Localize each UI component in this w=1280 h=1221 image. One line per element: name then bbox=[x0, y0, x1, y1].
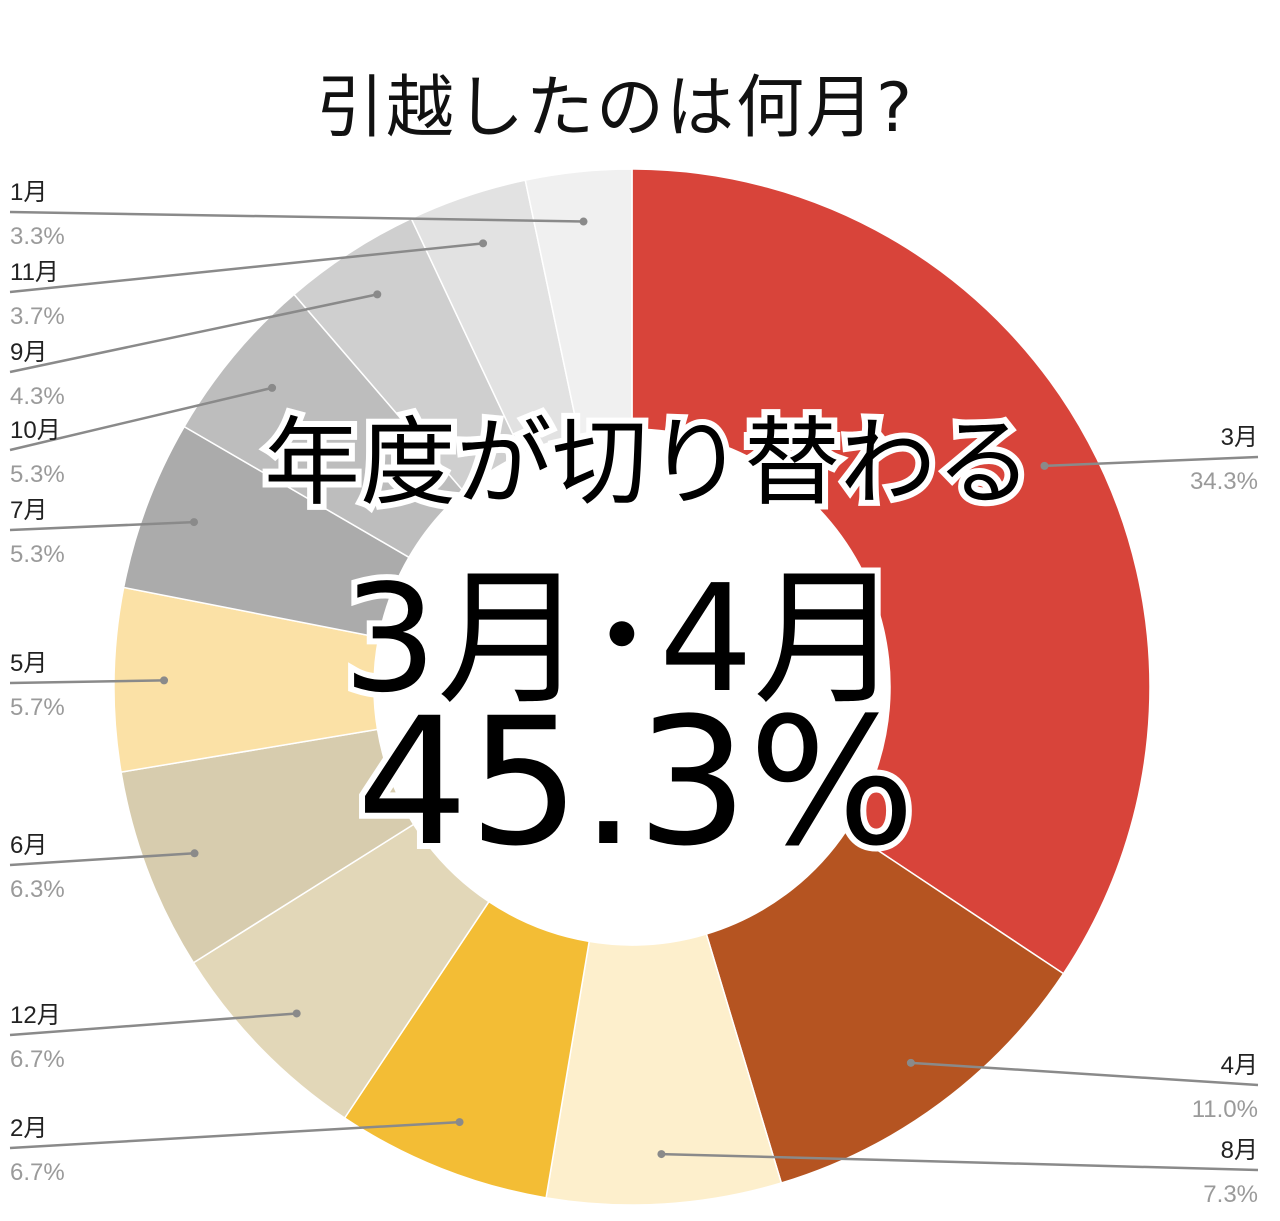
leader-dot-4月 bbox=[906, 1058, 915, 1067]
leader-line-7月 bbox=[9, 520, 195, 532]
label-category-11月: 11月 bbox=[10, 259, 59, 286]
leader-dot-2月 bbox=[455, 1118, 464, 1127]
label-percent-6月: 6.3% bbox=[10, 876, 65, 903]
slice-4月 bbox=[705, 828, 1065, 1184]
label-percent-2月: 6.7% bbox=[10, 1159, 65, 1186]
leader-line-3月 bbox=[1044, 455, 1259, 468]
chart-slices bbox=[113, 168, 1151, 1206]
leader-line-4月 bbox=[910, 1061, 1259, 1087]
leader-dot-7月 bbox=[190, 518, 199, 527]
label-category-10月: 10月 bbox=[10, 417, 61, 444]
leader-line-12月 bbox=[9, 1012, 297, 1037]
label-category-1月: 1月 bbox=[10, 179, 47, 206]
label-percent-7月: 5.3% bbox=[10, 541, 65, 568]
leader-dot-11月 bbox=[479, 239, 488, 248]
label-category-7月: 7月 bbox=[10, 497, 47, 524]
label-percent-1月: 3.3% bbox=[10, 223, 65, 250]
label-percent-9月: 4.3% bbox=[10, 383, 65, 410]
leader-line-11月 bbox=[9, 242, 484, 294]
callout-percentage: 45.3% bbox=[350, 674, 921, 891]
label-category-4月: 4月 bbox=[1221, 1052, 1258, 1079]
leader-dot-5月 bbox=[160, 676, 169, 685]
chart-leader-lines bbox=[9, 210, 1259, 1172]
label-percent-5月: 5.7% bbox=[10, 694, 65, 721]
label-category-3月: 3月 bbox=[1221, 424, 1258, 451]
label-percent-4月: 11.0% bbox=[1192, 1096, 1258, 1123]
leader-dot-6月 bbox=[190, 849, 199, 858]
leader-dot-12月 bbox=[292, 1009, 301, 1018]
callout-heading: 年度が切り替わる bbox=[258, 401, 1038, 525]
chart-title: 引越したのは何月? bbox=[315, 69, 915, 148]
leader-line-9月 bbox=[9, 293, 378, 374]
leader-dot-10月 bbox=[268, 383, 277, 392]
leader-line-1月 bbox=[9, 210, 584, 223]
slice-1月 bbox=[524, 168, 633, 436]
label-percent-3月: 34.3% bbox=[1190, 468, 1258, 495]
leader-dot-9月 bbox=[373, 290, 382, 299]
leader-dot-1月 bbox=[579, 217, 588, 226]
label-category-6月: 6月 bbox=[10, 832, 47, 859]
label-category-2月: 2月 bbox=[10, 1115, 47, 1142]
label-category-9月: 9月 bbox=[10, 339, 47, 366]
leader-line-10月 bbox=[9, 386, 273, 452]
label-category-8月: 8月 bbox=[1221, 1137, 1258, 1164]
label-percent-8月: 7.3% bbox=[1203, 1181, 1258, 1208]
leader-line-5月 bbox=[9, 679, 165, 685]
label-percent-10月: 5.3% bbox=[10, 461, 65, 488]
callout-months: 3月･4月 bbox=[337, 547, 907, 731]
label-category-12月: 12月 bbox=[10, 1002, 61, 1029]
leader-line-6月 bbox=[9, 852, 195, 867]
label-percent-11月: 3.7% bbox=[10, 303, 65, 330]
leader-dot-8月 bbox=[657, 1150, 666, 1159]
leader-line-8月 bbox=[661, 1152, 1259, 1172]
leader-line-2月 bbox=[9, 1120, 460, 1150]
leader-dot-3月 bbox=[1040, 461, 1049, 470]
slice-3月 bbox=[631, 168, 1151, 975]
chart-labels: 3月 34.3% 4月 11.0% 8月 7.3% 2月 6.7% 12月 6.7% 6月 6.3% 5… bbox=[10, 179, 1258, 1208]
label-category-5月: 5月 bbox=[10, 650, 47, 677]
label-percent-12月: 6.7% bbox=[10, 1046, 65, 1073]
